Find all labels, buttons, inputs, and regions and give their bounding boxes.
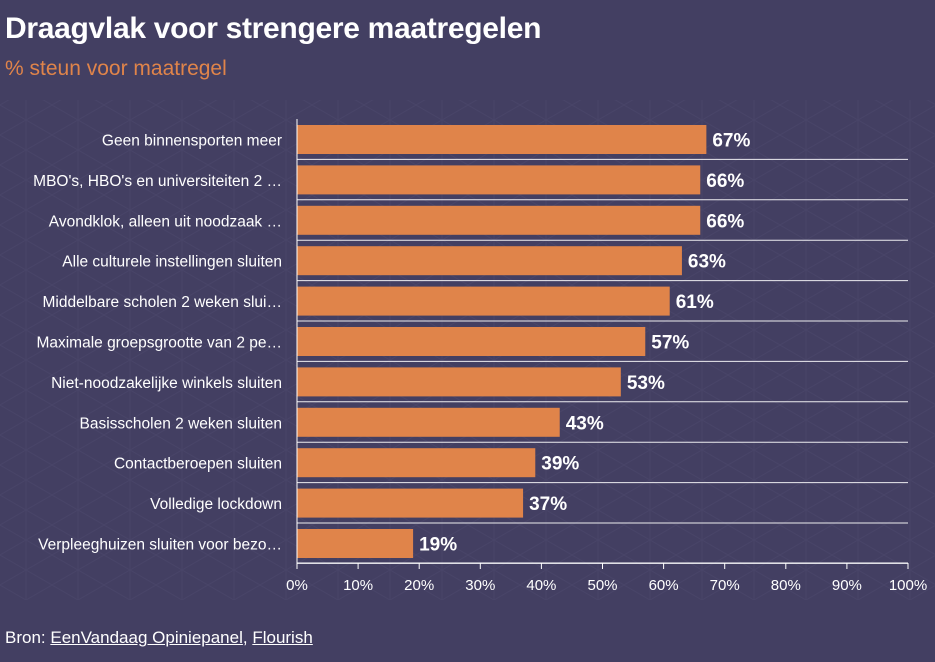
bar[interactable]	[297, 125, 707, 154]
x-tick-label: 30%	[465, 577, 495, 594]
x-tick-label: 0%	[286, 577, 308, 594]
bar-chart: Geen binnensporten meer 67% MBO's, HBO's e…	[33, 119, 927, 594]
x-tick-label: 40%	[526, 577, 556, 594]
category-label: Alle culturele instellingen sluiten	[62, 254, 282, 271]
source-link-flourish[interactable]: Flourish	[252, 628, 313, 647]
category-label: Verpleeghuizen sluiten voor bezo…	[38, 537, 282, 554]
value-label: 43%	[566, 413, 604, 434]
chart-subtitle: % steun voor maatregel	[5, 57, 227, 80]
bar[interactable]	[297, 529, 414, 558]
category-label: Contactberoepen sluiten	[114, 456, 282, 473]
bar[interactable]	[297, 367, 621, 397]
category-label: Geen binnensporten meer	[102, 133, 282, 150]
bar[interactable]	[297, 165, 701, 195]
bar[interactable]	[297, 448, 536, 478]
category-label: Avondklok, alleen uit noodzaak …	[49, 213, 282, 230]
x-tick-label: 50%	[587, 577, 617, 594]
bar[interactable]	[297, 488, 524, 518]
value-label: 63%	[688, 252, 726, 273]
value-label: 66%	[706, 211, 744, 232]
chart-rows: Geen binnensporten meer 67% MBO's, HBO's e…	[33, 125, 908, 564]
value-label: 37%	[529, 494, 567, 515]
category-label: Maximale groepsgrootte van 2 pe…	[36, 335, 282, 352]
bar[interactable]	[297, 205, 701, 235]
bar[interactable]	[297, 407, 560, 437]
x-tick-label: 20%	[404, 577, 434, 594]
value-label: 19%	[419, 535, 457, 556]
value-label: 66%	[706, 171, 744, 192]
value-label: 57%	[651, 333, 689, 354]
source-separator: ,	[242, 628, 253, 647]
value-label: 39%	[541, 454, 579, 475]
category-label: Volledige lockdown	[150, 496, 282, 513]
x-tick-label: 80%	[771, 577, 801, 594]
x-tick-label: 60%	[649, 577, 679, 594]
category-label: MBO's, HBO's en universiteiten 2 …	[33, 173, 282, 190]
category-label: Niet-noodzakelijke winkels sluiten	[51, 375, 282, 392]
x-tick-label: 100%	[889, 577, 927, 594]
x-tick-label: 10%	[343, 577, 373, 594]
value-label: 61%	[676, 292, 714, 313]
x-tick-label: 70%	[710, 577, 740, 594]
bar[interactable]	[297, 246, 682, 276]
bar[interactable]	[297, 327, 646, 356]
x-tick-label: 90%	[832, 577, 862, 594]
chart-title: Draagvlak voor strengere maatregelen	[5, 12, 542, 45]
category-label: Middelbare scholen 2 weken slui…	[42, 294, 282, 311]
source-line: Bron: EenVandaag Opiniepanel, Flourish	[5, 628, 313, 648]
value-label: 53%	[627, 373, 665, 394]
bar[interactable]	[297, 286, 670, 316]
x-axis: 0% 10% 20% 30% 40% 50% 60% 70% 80% 90% 100%	[286, 119, 927, 594]
source-link-eenvandaag[interactable]: EenVandaag Opiniepanel	[50, 628, 243, 647]
value-label: 67%	[712, 131, 750, 152]
category-label: Basisscholen 2 weken sluiten	[80, 415, 282, 432]
source-prefix: Bron:	[5, 628, 51, 647]
